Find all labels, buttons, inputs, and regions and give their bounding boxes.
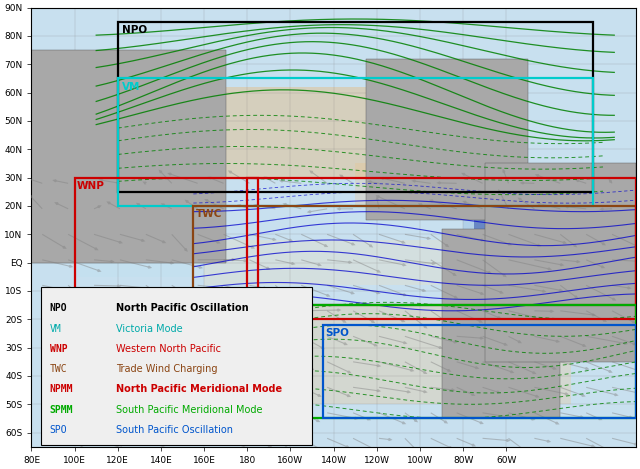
Text: VM: VM	[122, 82, 140, 92]
Text: NPO: NPO	[49, 303, 67, 313]
Bar	[193, 87, 442, 178]
Text: VM: VM	[49, 324, 61, 333]
Text: SPO: SPO	[325, 328, 349, 339]
Bar	[118, 78, 593, 206]
Text: Trade Wind Charging: Trade Wind Charging	[116, 364, 218, 374]
Bar	[193, 206, 636, 305]
Text: NPO: NPO	[122, 25, 147, 35]
Bar	[442, 229, 560, 418]
Bar	[102, 291, 193, 390]
Bar	[204, 240, 463, 285]
Text: TWC: TWC	[49, 364, 67, 374]
Text: TWC: TWC	[195, 210, 222, 219]
Bar	[31, 50, 226, 263]
Bar	[355, 164, 550, 206]
Text: North Pacific Meridional Mode: North Pacific Meridional Mode	[116, 384, 282, 394]
Text: Victoria Mode: Victoria Mode	[116, 324, 182, 333]
Bar	[118, 22, 593, 192]
Bar	[366, 59, 528, 220]
Text: SPO: SPO	[49, 425, 67, 435]
Bar	[484, 164, 636, 362]
Text: North Pacific Oscillation: North Pacific Oscillation	[116, 303, 249, 313]
Bar	[75, 206, 193, 277]
Text: WNP: WNP	[49, 344, 67, 354]
Text: WNP: WNP	[77, 181, 105, 191]
Bar	[193, 305, 636, 418]
Bar	[75, 178, 258, 305]
Text: South Pacific Meridional Mode: South Pacific Meridional Mode	[116, 405, 262, 415]
Bar	[463, 200, 506, 240]
Bar	[129, 172, 215, 206]
Bar	[474, 212, 517, 240]
Bar	[269, 305, 571, 404]
Text: SPMM: SPMM	[49, 405, 73, 415]
Bar	[323, 325, 636, 418]
FancyBboxPatch shape	[40, 287, 312, 445]
Text: SPMM: SPMM	[195, 309, 232, 318]
Text: NPMM: NPMM	[49, 384, 73, 394]
Text: South Pacific Oscillation: South Pacific Oscillation	[116, 425, 233, 435]
Text: NPMM: NPMM	[250, 323, 287, 333]
Text: Western North Pacific: Western North Pacific	[116, 344, 221, 354]
Bar	[247, 178, 636, 319]
